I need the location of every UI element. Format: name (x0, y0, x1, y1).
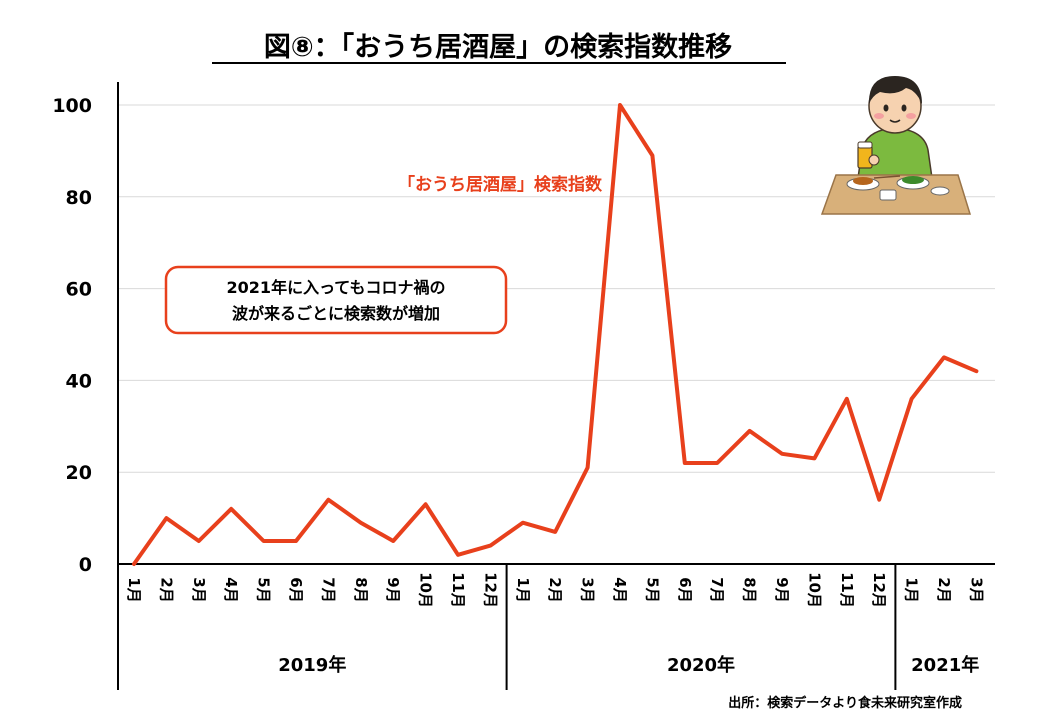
y-axis-ticks: 0 20 40 60 80 100 (52, 95, 92, 576)
y-tick-label: 80 (66, 187, 92, 209)
x-tick-text: 2月 (546, 577, 564, 602)
series-label: 「おうち居酒屋」検索指数 (398, 174, 603, 195)
chart-title: 図⑧：「おうち居酒屋」の検索指数推移 (264, 31, 732, 63)
x-tick-label: 2月 (157, 577, 175, 602)
x-tick-label: 3月 (579, 577, 597, 602)
x-tick-label: 10月 (805, 572, 823, 608)
x-tick-label: 2月 (546, 577, 564, 602)
x-tick-label: 2月 (935, 577, 953, 602)
y-tick-label: 100 (52, 95, 92, 117)
x-tick-label: 7月 (319, 577, 337, 602)
x-axis-ticks: 1月 2月 3月 4月 5月 6月 7月 8月 9月 10月 11月 12月 1月 2月 3月 4月 5月 6月 7… (125, 572, 985, 608)
x-tick-text: 3月 (190, 577, 208, 602)
x-tick-text: 7月 (319, 577, 337, 602)
x-tick-text: 10月 (805, 572, 823, 608)
x-tick-text: 8月 (741, 577, 759, 602)
x-tick-label: 12月 (481, 572, 499, 608)
x-tick-label: 10月 (417, 572, 435, 608)
x-tick-text: 1月 (125, 577, 143, 602)
y-tick-label: 0 (79, 554, 92, 576)
x-tick-text: 11月 (449, 572, 467, 608)
year-labels: 2019年 2020年 2021年 (278, 564, 979, 690)
x-tick-label: 4月 (222, 577, 240, 602)
x-tick-text: 1月 (514, 577, 532, 602)
x-tick-label: 9月 (384, 577, 402, 602)
x-tick-label: 11月 (838, 572, 856, 608)
year-label: 2021年 (911, 654, 979, 676)
y-tick-label: 40 (66, 370, 92, 392)
person-drinking-at-table-illustration (820, 76, 972, 215)
year-label: 2020年 (667, 654, 735, 676)
x-tick-label: 9月 (773, 577, 791, 602)
annotation-box (164, 265, 508, 335)
x-tick-label: 11月 (449, 572, 467, 608)
x-tick-label: 4月 (611, 577, 629, 602)
year-label: 2019年 (278, 654, 346, 676)
x-tick-text: 2月 (157, 577, 175, 602)
x-tick-text: 10月 (417, 572, 435, 608)
x-tick-text: 4月 (222, 577, 240, 602)
x-tick-label: 6月 (287, 577, 305, 602)
y-tick-label: 60 (66, 279, 92, 301)
x-tick-text: 4月 (611, 577, 629, 602)
x-tick-label: 8月 (352, 577, 370, 602)
annotation-line-2: 波が来るごとに検索数が増加 (232, 304, 440, 323)
x-tick-text: 5月 (255, 577, 273, 602)
axes (117, 82, 995, 690)
x-tick-label: 8月 (741, 577, 759, 602)
x-tick-text: 9月 (773, 577, 791, 602)
series-line (132, 103, 979, 566)
x-tick-label: 7月 (708, 577, 726, 602)
x-tick-text: 5月 (643, 577, 661, 602)
x-tick-label: 5月 (255, 577, 273, 602)
x-tick-text: 8月 (352, 577, 370, 602)
x-tick-label: 3月 (190, 577, 208, 602)
x-tick-label: 1月 (514, 577, 532, 602)
x-tick-text: 7月 (708, 577, 726, 602)
y-tick-label: 20 (66, 462, 92, 484)
x-tick-label: 3月 (967, 577, 985, 602)
x-tick-text: 2月 (935, 577, 953, 602)
x-tick-text: 12月 (481, 572, 499, 608)
x-tick-label: 1月 (125, 577, 143, 602)
source-note: 出所：検索データより食未来研究室作成 (728, 695, 962, 711)
x-tick-text: 6月 (287, 577, 305, 602)
x-tick-text: 11月 (838, 572, 856, 608)
x-tick-label: 5月 (643, 577, 661, 602)
x-tick-label: 6月 (676, 577, 694, 602)
annotation-callout: 2021年に入ってもコロナ禍の 波が来るごとに検索数が増加 (164, 265, 508, 335)
x-tick-text: 9月 (384, 577, 402, 602)
x-tick-text: 6月 (676, 577, 694, 602)
annotation-line-1: 2021年に入ってもコロナ禍の (227, 278, 446, 297)
x-tick-label: 12月 (870, 572, 888, 608)
x-tick-text: 12月 (870, 572, 888, 608)
x-tick-text: 1月 (903, 577, 921, 602)
x-tick-label: 1月 (903, 577, 921, 602)
x-tick-text: 3月 (967, 577, 985, 602)
x-tick-text: 3月 (579, 577, 597, 602)
